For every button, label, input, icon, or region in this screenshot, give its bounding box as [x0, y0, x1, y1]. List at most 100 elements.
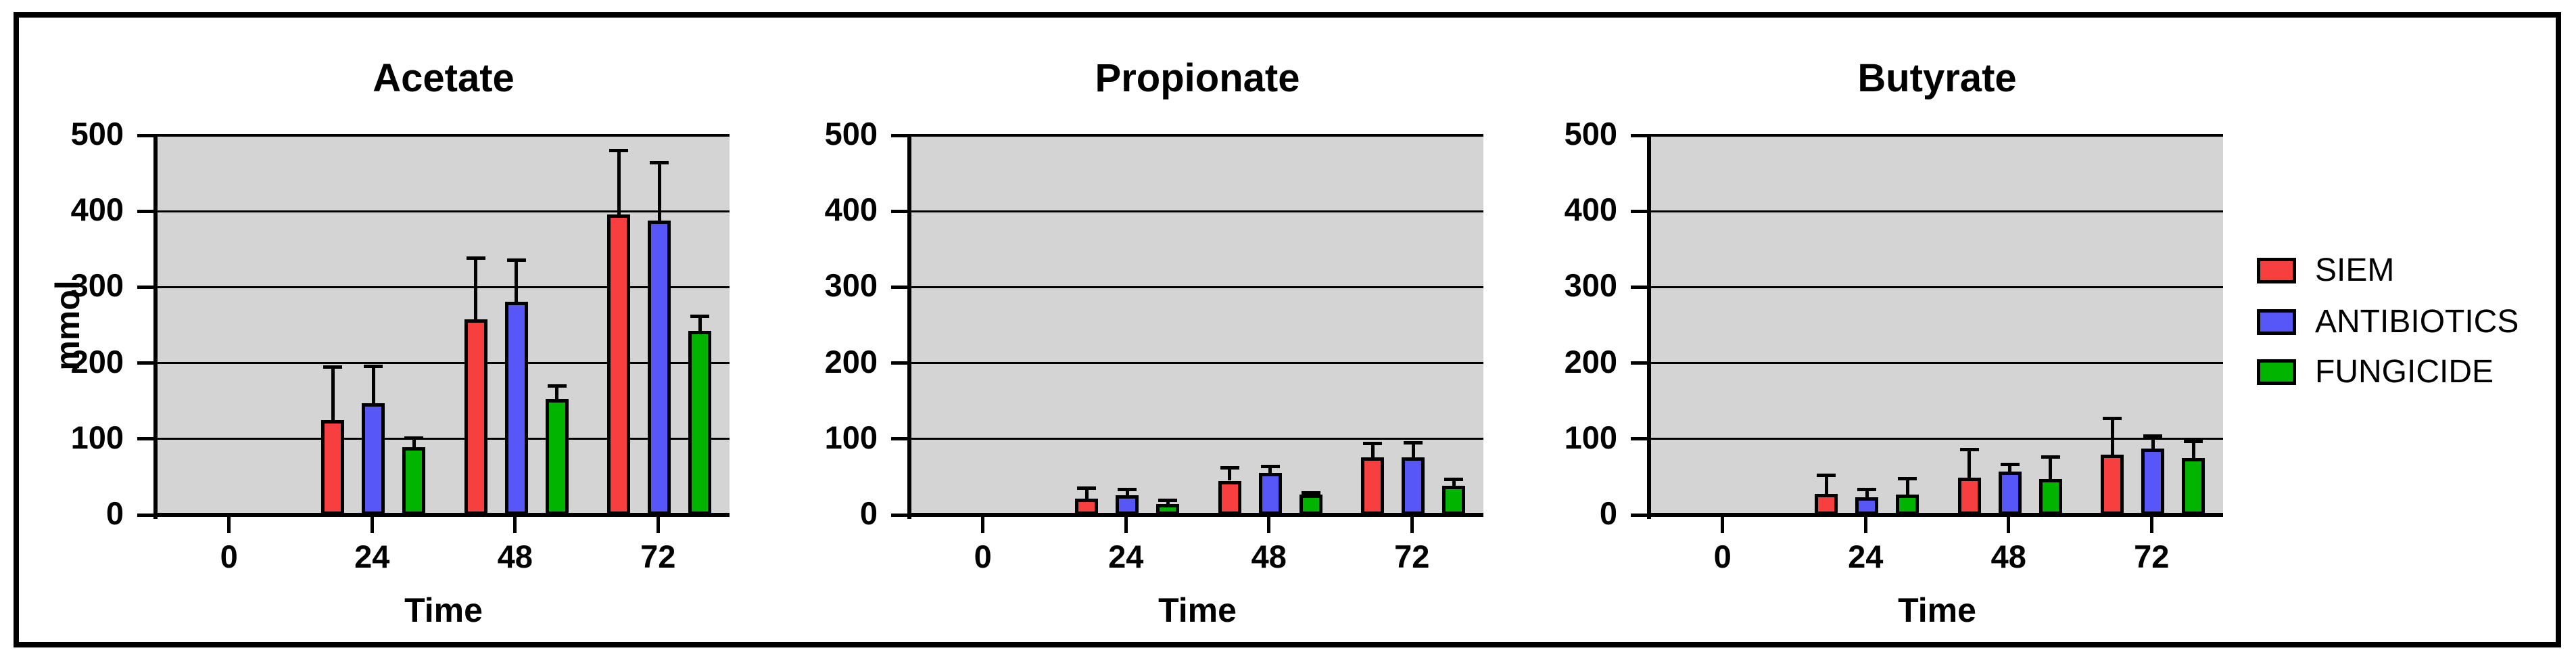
y-tick-0	[891, 513, 907, 517]
error-bar-stem	[1452, 479, 1456, 486]
bar-propionate-siem-t48	[1218, 480, 1241, 515]
bar-acetate-antibiotics-t48	[504, 301, 528, 515]
error-bar-stem	[1084, 488, 1089, 499]
error-bar-cap	[1817, 474, 1836, 478]
x-axis-line	[153, 513, 730, 517]
bar-acetate-fungicide-t24	[402, 447, 426, 515]
bar-butyrate-antibiotics-t48	[1998, 472, 2022, 515]
x-axis-title-propionate: Time	[1158, 591, 1237, 629]
error-bar-stem	[2008, 464, 2012, 472]
error-bar-cap	[1077, 486, 1097, 491]
x-tick-label-48: 48	[497, 539, 533, 574]
error-bar-cap	[1220, 465, 1239, 470]
bar-acetate-siem-t72	[607, 214, 631, 515]
x-tick-label-72: 72	[640, 539, 676, 574]
y-tick-label-400: 400	[1564, 191, 1617, 228]
error-bar-cap	[1959, 448, 1979, 451]
y-tick-200	[137, 361, 153, 365]
error-bar-stem	[412, 438, 416, 448]
x-axis-line	[907, 513, 1483, 517]
bar-propionate-antibiotics-t24	[1116, 495, 1139, 515]
x-tick-48	[513, 517, 517, 533]
error-bar-cap	[2041, 455, 2060, 459]
x-tick-label-72: 72	[2134, 539, 2170, 574]
error-bar-stem	[1905, 478, 1909, 495]
error-bar-cap	[323, 365, 343, 369]
panel-title-acetate: Acetate	[373, 56, 515, 100]
error-bar-cap	[1898, 476, 1917, 480]
x-tick-label-0: 0	[974, 539, 992, 574]
panel-title-butyrate: Butyrate	[1857, 56, 2017, 100]
y-tick-label-400: 400	[824, 191, 878, 228]
gridline-y100	[911, 438, 1483, 440]
gridline-y400	[1651, 210, 2223, 212]
legend-swatch-antibiotics	[2257, 309, 2296, 335]
error-bar-stem	[1967, 449, 1972, 478]
gridline-y200	[1651, 362, 2223, 365]
x-tick-24	[1124, 517, 1128, 533]
bar-acetate-fungicide-t72	[688, 331, 712, 515]
error-bar-stem	[331, 367, 335, 420]
x-tick-label-24: 24	[354, 539, 390, 574]
error-bar-cap	[404, 436, 424, 440]
gridline-y100	[1651, 438, 2223, 440]
x-tick-label-0: 0	[220, 539, 238, 574]
bar-acetate-siem-t24	[321, 419, 345, 515]
error-bar-stem	[698, 316, 702, 332]
y-tick-label-100: 100	[70, 419, 124, 455]
x-tick-0	[227, 517, 231, 533]
bar-propionate-siem-t72	[1361, 457, 1385, 515]
error-bar-stem	[657, 162, 661, 221]
error-bar-stem	[1125, 489, 1129, 495]
x-axis-line	[1647, 513, 2223, 517]
bar-butyrate-siem-t72	[2101, 455, 2124, 515]
error-bar-stem	[474, 258, 478, 319]
bar-butyrate-siem-t48	[1957, 478, 1981, 515]
y-tick-500	[1631, 133, 1647, 137]
error-bar-stem	[1824, 475, 1828, 494]
bar-propionate-antibiotics-t48	[1258, 473, 1282, 515]
gridline-y100	[158, 438, 730, 440]
plot-area-acetate	[158, 135, 730, 515]
error-bar-stem	[617, 150, 621, 214]
y-tick-label-0: 0	[105, 495, 124, 531]
y-tick-label-400: 400	[70, 191, 124, 228]
plot-area-propionate	[911, 135, 1483, 515]
x-tick-label-48: 48	[1251, 539, 1287, 574]
bar-acetate-siem-t48	[464, 319, 487, 515]
bar-butyrate-siem-t24	[1815, 493, 1838, 515]
y-tick-label-200: 200	[824, 343, 878, 380]
error-bar-stem	[1411, 442, 1415, 457]
error-bar-cap	[1158, 499, 1178, 503]
x-tick-72	[656, 517, 660, 533]
y-tick-400	[891, 209, 907, 213]
gridline-y400	[911, 210, 1483, 212]
x-tick-label-72: 72	[1394, 539, 1430, 574]
bar-butyrate-antibiotics-t72	[2141, 449, 2165, 515]
y-tick-label-0: 0	[1599, 495, 1617, 531]
x-tick-0	[981, 517, 985, 533]
y-axis-line	[907, 134, 911, 519]
y-tick-label-300: 300	[70, 267, 124, 304]
bar-propionate-fungicide-t48	[1299, 494, 1322, 515]
bar-propionate-fungicide-t72	[1442, 486, 1466, 515]
y-tick-0	[137, 513, 153, 517]
y-tick-label-200: 200	[70, 343, 124, 380]
y-tick-200	[891, 361, 907, 365]
bar-acetate-antibiotics-t24	[362, 403, 385, 515]
error-bar-cap	[690, 314, 710, 318]
y-tick-0	[1631, 513, 1647, 517]
error-bar-stem	[371, 366, 375, 404]
y-tick-500	[891, 133, 907, 137]
error-bar-cap	[650, 160, 669, 164]
error-bar-stem	[2049, 457, 2053, 480]
y-tick-400	[1631, 209, 1647, 213]
legend-label-siem: SIEM	[2315, 252, 2395, 288]
x-tick-24	[1863, 517, 1867, 533]
x-tick-48	[2007, 517, 2011, 533]
error-bar-stem	[2151, 436, 2155, 449]
y-tick-300	[137, 285, 153, 289]
error-bar-cap	[609, 148, 629, 152]
error-bar-cap	[364, 364, 383, 368]
error-bar-cap	[2103, 417, 2122, 420]
